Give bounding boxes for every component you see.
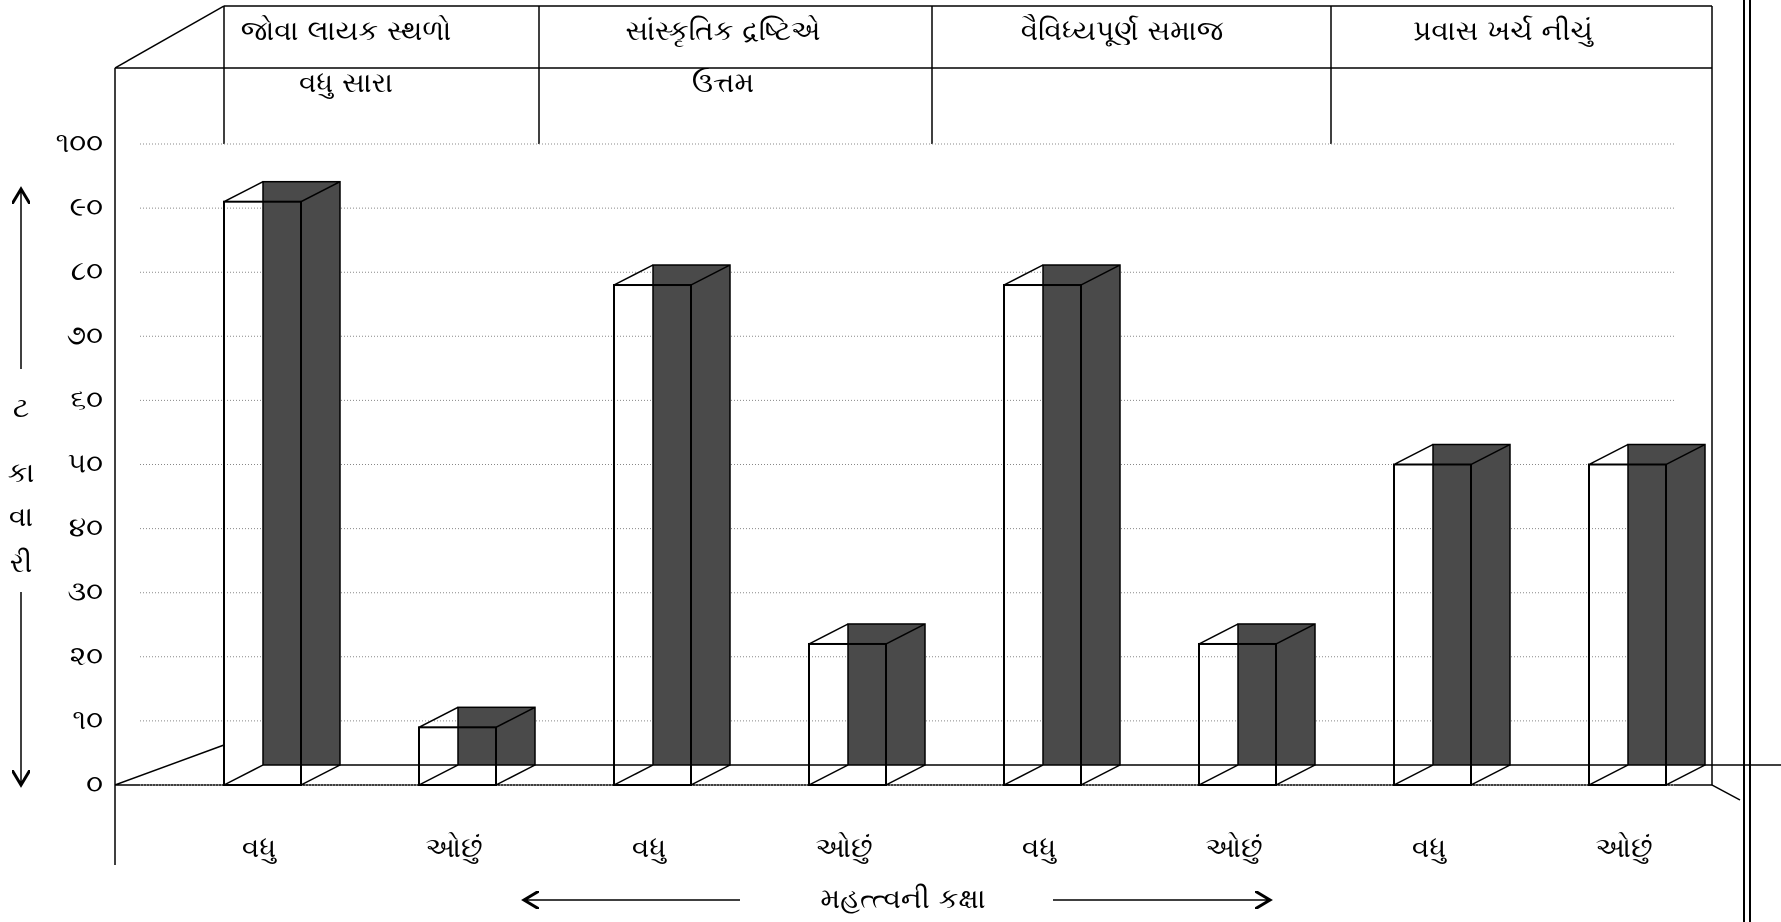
bar-edge [1080, 764, 1121, 786]
bar [1588, 463, 1667, 786]
group-header: વધુ સારા [299, 66, 393, 99]
y-tick-label: ૮૦ [71, 254, 103, 287]
bar [808, 642, 887, 786]
y-tick-label: ૪૦ [69, 511, 103, 544]
frame [21, 0, 1751, 922]
y-axis-label: કા [8, 456, 35, 489]
y-axis-label: રી [10, 546, 32, 579]
x-tick-label: ઓછું [425, 831, 482, 864]
y-tick-label: ૬૦ [70, 382, 103, 415]
group-header: વૈવિધ્યપૂર્ણ સમાજ [1021, 14, 1224, 47]
bar-edge [1275, 623, 1316, 645]
bar-edge [690, 764, 731, 786]
group-header: ઉત્તમ [692, 66, 754, 99]
y-tick-label: ૦ [86, 767, 103, 800]
group-header: પ્રવાસ ખર્ચ નીચું [1413, 14, 1594, 47]
bar-edge [885, 764, 926, 786]
x-tick-label: વધુ [242, 831, 278, 864]
bar-edge [1588, 443, 1629, 466]
bar-edge [1665, 443, 1706, 466]
x-tick-label: ઓછું [1595, 831, 1652, 864]
group-header: સાંસ્કૃતિક દ્રષ્ટિએ [626, 14, 821, 47]
bar-edge [223, 764, 264, 786]
bar-edge [418, 706, 459, 728]
x-tick-label: ઓછું [815, 831, 872, 864]
bar [223, 200, 302, 786]
bar [1393, 463, 1472, 786]
y-tick-label: ૨૦ [70, 639, 103, 672]
bar-edge [1003, 764, 1044, 786]
y-tick-label: ૯૦ [70, 190, 103, 223]
y-tick-label: ૧૦ [72, 703, 103, 736]
y-tick-label: ૩૦ [67, 575, 103, 608]
bar-edge [1470, 764, 1511, 786]
y-axis-label: ટ [13, 391, 29, 424]
x-tick-label: વધુ [1022, 831, 1058, 864]
bar-edge [1588, 764, 1629, 786]
bar-edge [1003, 264, 1044, 286]
bar-edge [1393, 443, 1434, 466]
x-axis-label: મહત્ત્વની કક્ષા [820, 882, 985, 915]
bar [418, 726, 497, 786]
bar-edge [613, 264, 654, 286]
bar-edge [1275, 764, 1316, 786]
bar-edge [1470, 443, 1511, 466]
bar-edge [1665, 764, 1706, 786]
bar-edge [808, 623, 849, 645]
y-tick-label: ૫૦ [68, 447, 103, 480]
bar-edge [223, 181, 264, 203]
bar-edge [300, 181, 341, 203]
bar-edge [495, 706, 536, 728]
bar-edge [495, 764, 536, 786]
bar-edge [1198, 623, 1239, 645]
bar-edge [885, 623, 926, 645]
bar [613, 284, 692, 786]
x-tick-label: ઓછું [1205, 831, 1262, 864]
bar [1003, 284, 1082, 786]
y-axis-label: વા [9, 500, 33, 533]
bar-edge [300, 764, 341, 786]
bar-edge [1080, 264, 1121, 286]
bar-edge [1393, 764, 1434, 786]
bar-edge [690, 264, 731, 286]
x-tick-label: વધુ [1412, 831, 1448, 864]
bar [1198, 642, 1277, 786]
y-tick-label: ૧૦૦ [56, 126, 103, 159]
y-tick-label: ૭૦ [67, 318, 103, 351]
bar-edge [418, 764, 459, 786]
x-tick-label: વધુ [632, 831, 668, 864]
bar-edge [1198, 764, 1239, 786]
bar-edge [808, 764, 849, 786]
bar-edge [613, 764, 654, 786]
group-header: જોવા લાયક સ્થળો [241, 14, 452, 47]
